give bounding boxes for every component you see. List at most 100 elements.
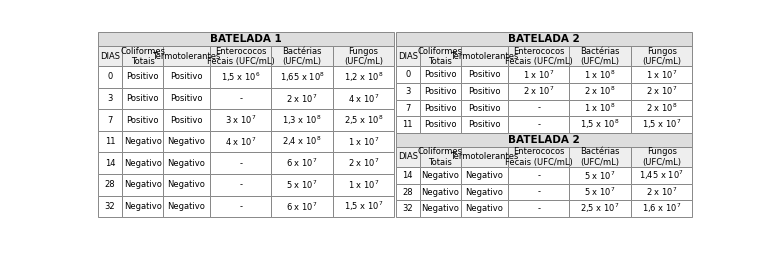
Text: Negativo: Negativo xyxy=(123,137,162,146)
Text: Positivo: Positivo xyxy=(468,104,500,113)
Text: 3 x 10$^{7}$: 3 x 10$^{7}$ xyxy=(225,114,257,126)
Bar xyxy=(631,66,692,83)
Bar xyxy=(461,184,508,200)
Text: Negativo: Negativo xyxy=(422,204,460,213)
Bar xyxy=(122,109,163,131)
Bar xyxy=(163,66,210,88)
Text: 0: 0 xyxy=(405,70,410,79)
Text: 3: 3 xyxy=(107,94,113,103)
Text: DIAS: DIAS xyxy=(100,52,120,61)
Text: Positivo: Positivo xyxy=(468,120,500,129)
Bar xyxy=(98,153,122,174)
Bar xyxy=(631,83,692,100)
Bar xyxy=(508,167,570,184)
Text: 1,6 x 10$^{7}$: 1,6 x 10$^{7}$ xyxy=(641,202,682,215)
Bar xyxy=(396,133,692,147)
Bar xyxy=(163,109,210,131)
Text: 11: 11 xyxy=(105,137,116,146)
Bar xyxy=(570,100,631,116)
Text: 14: 14 xyxy=(105,159,116,168)
Text: -: - xyxy=(537,188,540,196)
Text: 1,65 x 10$^{8}$: 1,65 x 10$^{8}$ xyxy=(280,70,325,84)
Text: 28: 28 xyxy=(105,180,116,189)
Text: 3: 3 xyxy=(405,87,410,96)
Bar xyxy=(163,88,210,109)
Bar xyxy=(461,147,508,167)
Text: DIAS: DIAS xyxy=(398,153,418,161)
Text: -: - xyxy=(239,202,242,211)
Bar xyxy=(420,83,461,100)
Bar xyxy=(333,153,394,174)
Bar xyxy=(461,100,508,116)
Bar xyxy=(420,184,461,200)
Bar xyxy=(98,196,122,217)
Text: 7: 7 xyxy=(405,104,410,113)
Text: Fungos
(UFC/mL): Fungos (UFC/mL) xyxy=(642,147,681,167)
Text: 0: 0 xyxy=(107,73,113,82)
Text: 1 x 10$^{7}$: 1 x 10$^{7}$ xyxy=(348,135,379,148)
Text: 1 x 10$^{7}$: 1 x 10$^{7}$ xyxy=(523,68,554,81)
Bar xyxy=(570,46,631,66)
Text: 1,5 x 10$^{8}$: 1,5 x 10$^{8}$ xyxy=(581,118,620,132)
Text: Negativo: Negativo xyxy=(123,202,162,211)
Text: BATELADA 2: BATELADA 2 xyxy=(508,34,580,44)
Bar xyxy=(98,88,122,109)
Bar xyxy=(570,147,631,167)
Text: Negativo: Negativo xyxy=(167,137,205,146)
Bar xyxy=(333,196,394,217)
Bar xyxy=(271,109,333,131)
Text: 5 x 10$^{7}$: 5 x 10$^{7}$ xyxy=(584,186,616,198)
Text: 5 x 10$^{7}$: 5 x 10$^{7}$ xyxy=(584,169,616,181)
Bar xyxy=(508,184,570,200)
Bar xyxy=(461,83,508,100)
Text: 2 x 10$^{7}$: 2 x 10$^{7}$ xyxy=(523,85,554,98)
Text: DIAS: DIAS xyxy=(398,52,418,61)
Text: Positivo: Positivo xyxy=(424,104,456,113)
Text: Fungos
(UFC/mL): Fungos (UFC/mL) xyxy=(344,47,383,66)
Text: 1,2 x 10$^{8}$: 1,2 x 10$^{8}$ xyxy=(344,70,383,84)
Bar xyxy=(508,200,570,217)
Text: Positivo: Positivo xyxy=(468,87,500,96)
Text: Positivo: Positivo xyxy=(424,87,456,96)
Bar xyxy=(122,153,163,174)
Bar xyxy=(333,66,394,88)
Bar xyxy=(122,196,163,217)
Bar xyxy=(420,66,461,83)
Bar xyxy=(396,66,420,83)
Bar xyxy=(333,88,394,109)
Text: Coliformes
Totais: Coliformes Totais xyxy=(418,147,463,167)
Bar xyxy=(210,109,271,131)
Text: 1,5 x 10$^{6}$: 1,5 x 10$^{6}$ xyxy=(221,70,261,84)
Bar xyxy=(631,100,692,116)
Bar xyxy=(420,100,461,116)
Bar xyxy=(271,66,333,88)
Bar xyxy=(210,66,271,88)
Text: Negativo: Negativo xyxy=(123,180,162,189)
Bar xyxy=(333,131,394,153)
Bar xyxy=(461,200,508,217)
Text: 2 x 10$^{7}$: 2 x 10$^{7}$ xyxy=(286,92,318,105)
Bar xyxy=(271,131,333,153)
Bar xyxy=(396,32,692,46)
Bar xyxy=(420,200,461,217)
Text: Negativo: Negativo xyxy=(123,159,162,168)
Text: 2 x 10$^{8}$: 2 x 10$^{8}$ xyxy=(584,85,616,98)
Bar xyxy=(122,66,163,88)
Bar xyxy=(210,88,271,109)
Text: Negativo: Negativo xyxy=(422,188,460,196)
Text: Negativo: Negativo xyxy=(422,171,460,180)
Text: Enterococos
Fecais (UFC/mL): Enterococos Fecais (UFC/mL) xyxy=(505,47,573,66)
Text: -: - xyxy=(537,120,540,129)
Bar xyxy=(396,100,420,116)
Bar xyxy=(210,174,271,196)
Bar xyxy=(461,66,508,83)
Bar xyxy=(333,174,394,196)
Text: -: - xyxy=(537,204,540,213)
Text: -: - xyxy=(239,180,242,189)
Text: BATELADA 1: BATELADA 1 xyxy=(210,34,282,44)
Text: 28: 28 xyxy=(402,188,413,196)
Text: 32: 32 xyxy=(402,204,413,213)
Bar xyxy=(461,116,508,133)
Bar xyxy=(98,32,394,46)
Text: Negativo: Negativo xyxy=(466,171,503,180)
